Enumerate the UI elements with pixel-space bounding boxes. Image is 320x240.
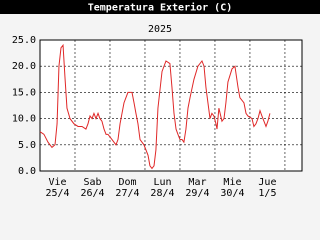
y-tick-label: 0.0 <box>18 166 36 177</box>
x-tick-label: Jue <box>258 177 276 188</box>
y-tick-label: 10.0 <box>12 114 36 125</box>
x-tick-label: 30/4 <box>220 188 244 199</box>
x-tick-label: 25/4 <box>45 188 69 199</box>
x-tick-label: Lun <box>153 177 171 188</box>
x-tick-label: Mie <box>223 177 241 188</box>
y-tick-label: 20.0 <box>12 61 36 72</box>
page: {"chart_data": {"type": "line", "title":… <box>0 0 320 200</box>
x-tick-label: Vie <box>48 177 66 188</box>
x-tick-label: 1/5 <box>258 188 276 199</box>
x-tick-label: Dom <box>118 177 136 188</box>
chart: Temperatura Exterior (C) 2025 0.0 5.0 10.0… <box>0 0 320 199</box>
x-tick-label: Sab <box>83 177 101 188</box>
y-tick-label: 15.0 <box>12 87 36 98</box>
temperature-line <box>39 43 271 170</box>
y-tick-label: 25.0 <box>12 35 36 46</box>
x-tick-label: 27/4 <box>115 188 139 199</box>
x-tick-label: 29/4 <box>185 188 209 199</box>
x-tick-label: 28/4 <box>150 188 174 199</box>
y-tick-label: 5.0 <box>18 140 36 151</box>
plot-area <box>39 39 303 172</box>
x-tick-label: 26/4 <box>80 188 104 199</box>
title-bar <box>0 0 320 14</box>
chart-subtitle: 2025 <box>148 24 172 35</box>
chart-title: Temperatura Exterior (C) <box>88 2 233 14</box>
x-tick-label: Mar <box>188 177 206 188</box>
